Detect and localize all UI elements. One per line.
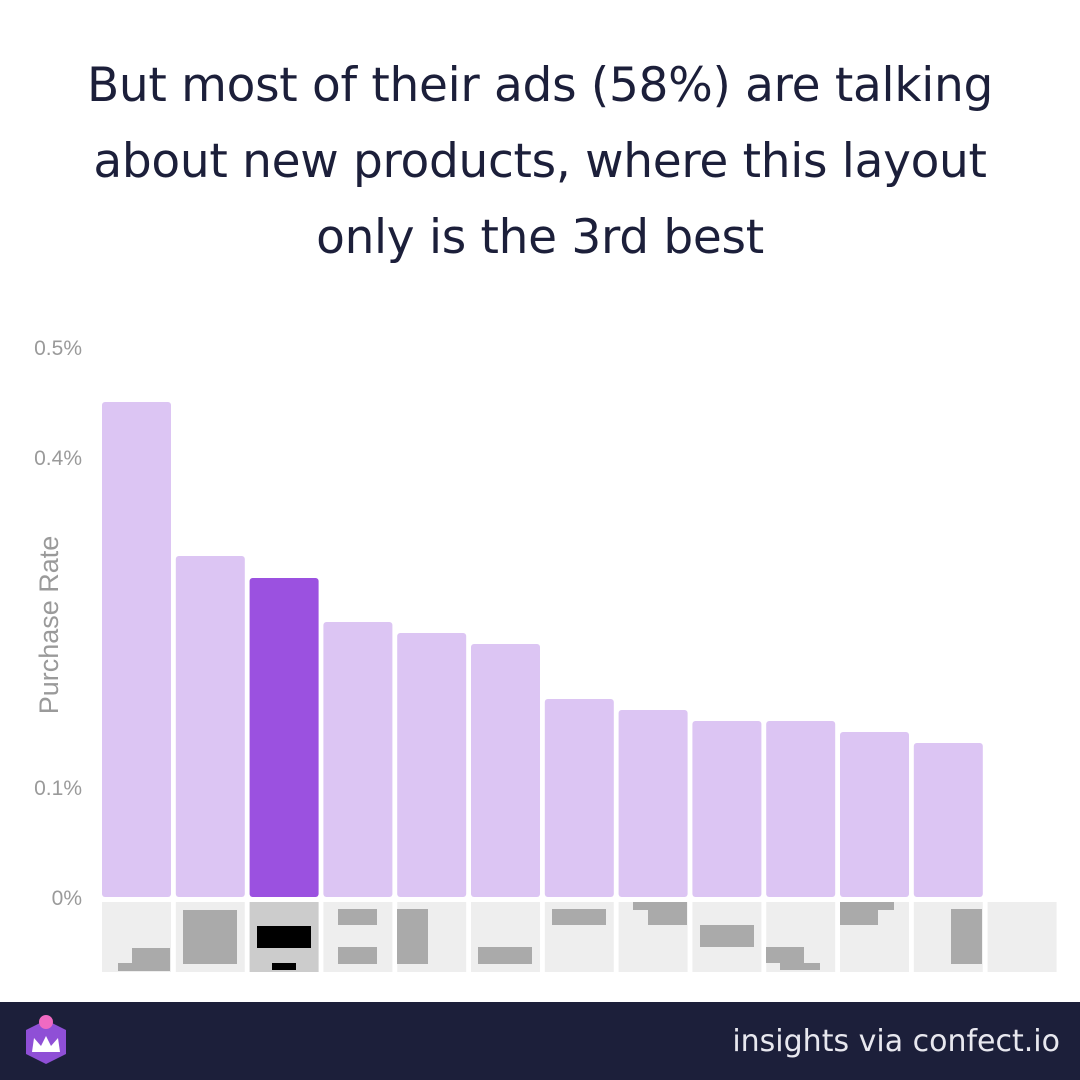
layout-thumbnail-block bbox=[118, 963, 170, 971]
bar bbox=[397, 633, 467, 897]
layout-thumbnail-block bbox=[840, 910, 878, 925]
layout-thumbnail-block bbox=[338, 947, 377, 964]
layout-thumbnail-block bbox=[780, 963, 820, 970]
y-axis-ticks: 0% 0.1% 0.4% 0.5% bbox=[34, 337, 82, 910]
layout-thumbnail-block bbox=[951, 909, 982, 964]
bar bbox=[471, 644, 540, 897]
layout-thumbnail-block bbox=[183, 910, 237, 964]
y-tick-label: 0% bbox=[52, 887, 82, 910]
layout-thumbnail-block bbox=[272, 963, 296, 970]
y-axis-label: Purchase Rate bbox=[34, 536, 64, 715]
layout-thumbnail-block bbox=[700, 925, 754, 947]
layout-thumbnail-block bbox=[552, 909, 606, 925]
layout-thumbnail-block bbox=[840, 902, 894, 910]
bars bbox=[102, 402, 983, 897]
chart-title: But most of their ads (58%) are talking … bbox=[86, 58, 994, 265]
bar bbox=[102, 402, 171, 897]
y-tick-label: 0.1% bbox=[34, 777, 82, 800]
bar bbox=[913, 743, 983, 897]
layout-thumbnail-block bbox=[257, 926, 311, 948]
footer-text: insights via confect.io bbox=[732, 1024, 1060, 1059]
layout-thumbnail-block bbox=[633, 902, 687, 910]
layout-thumbnail-block bbox=[478, 947, 532, 964]
footer-bar: insights via confect.io bbox=[0, 1002, 1080, 1080]
layout-thumbnail bbox=[987, 902, 1057, 972]
bar-chart: 0% 0.1% 0.4% 0.5% Purchase Rate bbox=[34, 337, 1057, 972]
y-tick-label: 0.4% bbox=[34, 447, 82, 470]
bar bbox=[766, 721, 836, 897]
bar bbox=[692, 721, 762, 897]
bar bbox=[840, 732, 909, 897]
bar bbox=[618, 710, 688, 897]
layout-thumbnail-block bbox=[338, 909, 377, 925]
layout-thumbnail-block bbox=[648, 910, 687, 925]
bar bbox=[544, 699, 614, 897]
y-tick-label: 0.5% bbox=[34, 337, 82, 360]
layout-thumbnail-block bbox=[766, 947, 804, 963]
layout-thumbnail-block bbox=[397, 909, 428, 964]
layout-thumbnail-block bbox=[132, 948, 170, 963]
bar bbox=[323, 622, 393, 897]
bar bbox=[249, 578, 319, 897]
layout-thumbnails bbox=[102, 902, 1057, 972]
bar bbox=[175, 556, 245, 897]
confect-crown-logo-icon bbox=[26, 1015, 66, 1064]
